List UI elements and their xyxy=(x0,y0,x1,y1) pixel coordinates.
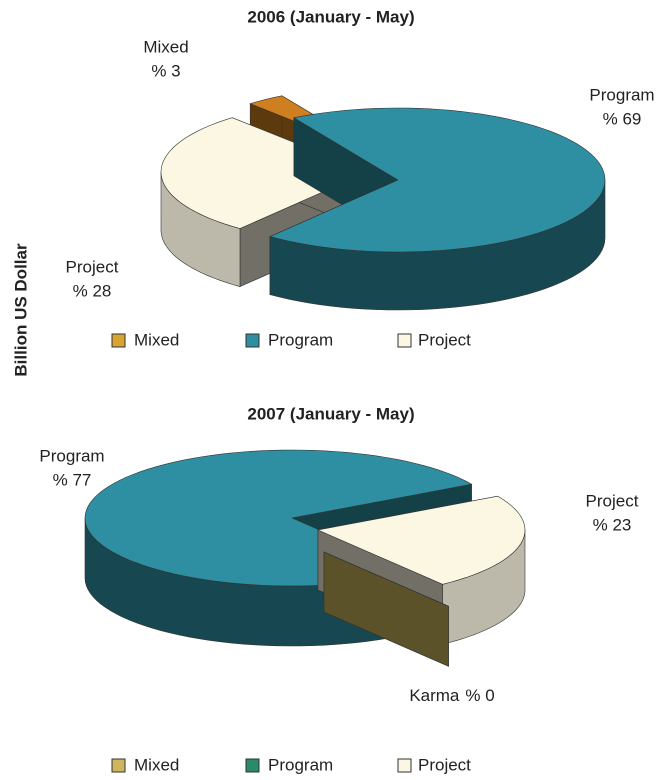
legend-swatch xyxy=(397,758,412,773)
slice-value: % 0 xyxy=(465,686,494,705)
slice-name: Project xyxy=(66,257,119,276)
slice-top xyxy=(84,449,473,587)
legend-swatch xyxy=(111,333,126,348)
slice-value: % 28 xyxy=(73,281,112,300)
slice-name: Mixed xyxy=(143,37,188,56)
slice-name: Program xyxy=(589,85,654,104)
legend-label: Project xyxy=(418,330,471,349)
slice-top xyxy=(316,495,526,585)
legend-label: Program xyxy=(268,330,333,349)
slice-name: Karma xyxy=(409,686,460,705)
slice-top xyxy=(160,117,369,229)
legend-label: Mixed xyxy=(134,755,179,774)
legend-label: Program xyxy=(268,755,333,774)
legend-label: Mixed xyxy=(134,330,179,349)
slice-top xyxy=(269,107,606,253)
slice-value: % 3 xyxy=(151,61,180,80)
slice-label: Karma % 0 xyxy=(409,686,494,705)
slice-name: Project xyxy=(586,491,639,510)
legend-swatch xyxy=(245,758,260,773)
y-axis-label: Billion US Dollar xyxy=(11,243,30,377)
slice-value: % 23 xyxy=(593,515,632,534)
slice-name: Program xyxy=(39,446,104,465)
slice-value: % 77 xyxy=(53,470,92,489)
legend-label: Project xyxy=(418,755,471,774)
slice xyxy=(269,107,606,311)
chart-title: 2006 (January - May) xyxy=(247,7,414,26)
slice xyxy=(323,551,449,667)
legend-swatch xyxy=(397,333,412,348)
slice-value: % 69 xyxy=(603,109,642,128)
chart-title: 2007 (January - May) xyxy=(247,404,414,423)
legend-swatch xyxy=(245,333,260,348)
legend-swatch xyxy=(111,758,126,773)
